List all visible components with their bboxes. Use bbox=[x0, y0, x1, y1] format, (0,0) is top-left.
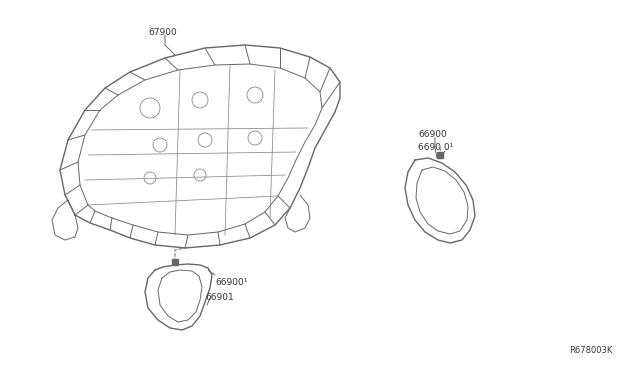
Text: 6690 0¹: 6690 0¹ bbox=[418, 143, 453, 152]
Text: 67900: 67900 bbox=[148, 28, 177, 37]
Text: 66900: 66900 bbox=[418, 130, 447, 139]
Text: 66900¹: 66900¹ bbox=[215, 278, 248, 287]
Text: R678003K: R678003K bbox=[568, 346, 612, 355]
Text: 66901: 66901 bbox=[205, 293, 234, 302]
